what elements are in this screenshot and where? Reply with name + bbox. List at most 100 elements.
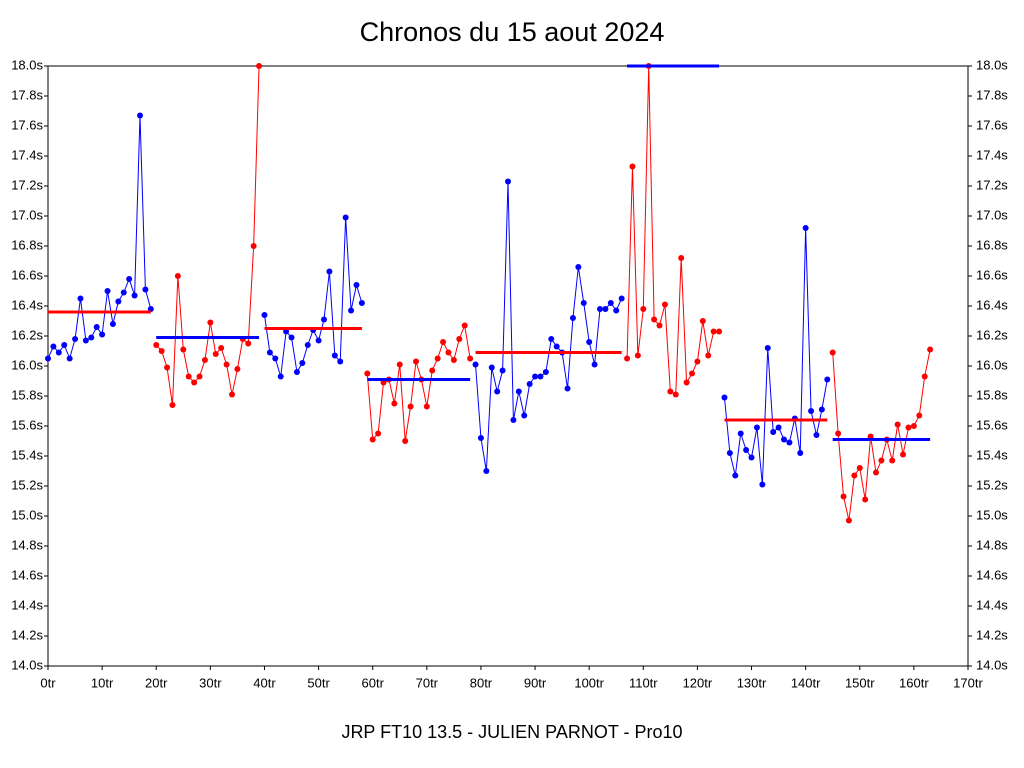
y2-tick-label: 16.6s xyxy=(976,267,1008,282)
lap-line xyxy=(155,65,260,406)
x-tick-label: 150tr xyxy=(845,675,875,690)
lap-point xyxy=(256,63,263,69)
lap-point xyxy=(505,178,511,185)
x-tick-label: 30tr xyxy=(199,675,222,690)
lap-point xyxy=(856,465,863,471)
lap-point xyxy=(656,322,663,329)
x-tick-label: 160tr xyxy=(899,675,929,690)
lap-point xyxy=(753,424,760,431)
lap-point xyxy=(191,379,198,386)
lap-point xyxy=(586,339,593,345)
y-tick-label: 14.6s xyxy=(11,567,43,582)
lap-point xyxy=(759,481,766,488)
chart-title: Chronos du 15 aout 2024 xyxy=(360,17,665,47)
lap-point xyxy=(797,450,804,456)
lap-point xyxy=(467,355,474,362)
lap-point xyxy=(109,321,116,327)
x-tick-label: 100tr xyxy=(574,675,604,690)
lap-point xyxy=(277,373,284,380)
y2-tick-label: 14.8s xyxy=(976,537,1008,552)
lap-point xyxy=(207,319,214,326)
lap-point xyxy=(369,436,376,443)
lap-point xyxy=(737,430,744,437)
y-tick-label: 17.8s xyxy=(11,87,43,102)
lap-point xyxy=(678,255,685,261)
lap-point xyxy=(77,295,84,302)
y-tick-label: 14.4s xyxy=(11,597,43,612)
x-tick-label: 90tr xyxy=(524,675,547,690)
lap-point xyxy=(613,307,620,314)
lap-point xyxy=(245,340,252,347)
lap-point xyxy=(261,312,268,318)
lap-point xyxy=(66,355,73,362)
lap-point xyxy=(402,438,409,444)
x-tick-label: 0tr xyxy=(40,675,56,690)
lap-point xyxy=(716,328,723,335)
y-tick-label: 15.8s xyxy=(11,387,43,402)
lap-point xyxy=(196,373,203,380)
lap-point xyxy=(699,318,706,324)
lap-point xyxy=(212,351,219,357)
y-tick-label: 17.6s xyxy=(11,117,43,132)
lap-point xyxy=(180,346,187,353)
lap-point xyxy=(158,348,165,354)
lap-point xyxy=(326,268,333,275)
y2-tick-label: 18.0s xyxy=(976,57,1008,72)
lap-point xyxy=(201,357,208,363)
lap-point xyxy=(548,336,555,342)
lap-point xyxy=(391,400,398,407)
lap-point xyxy=(331,352,338,359)
lap-point xyxy=(321,316,327,323)
lap-point xyxy=(55,349,62,356)
y2-tick-label: 15.4s xyxy=(976,447,1008,462)
lap-line xyxy=(475,181,623,472)
chart-footer: JRP FT10 13.5 - JULIEN PARNOT - Pro10 xyxy=(341,722,682,742)
lap-point xyxy=(651,316,658,323)
lap-point xyxy=(634,352,641,359)
lap-point xyxy=(532,373,539,380)
lap-point xyxy=(916,412,923,419)
lap-point xyxy=(315,337,322,344)
lap-point xyxy=(164,364,171,371)
y2-tick-label: 15.0s xyxy=(976,507,1008,522)
lap-point xyxy=(288,334,295,341)
y2-tick-label: 17.4s xyxy=(976,147,1008,162)
x-tick-label: 140tr xyxy=(791,675,821,690)
lap-point xyxy=(50,343,57,350)
lap-point xyxy=(689,370,695,377)
lap-point xyxy=(829,349,836,356)
lap-point xyxy=(461,322,468,329)
lap-point xyxy=(61,342,68,348)
lap-point xyxy=(250,243,257,249)
lap-point xyxy=(748,454,755,461)
lap-point xyxy=(889,457,896,464)
lap-point xyxy=(775,424,782,431)
y-tick-label: 16.4s xyxy=(11,297,43,312)
lap-point xyxy=(591,361,598,368)
lap-point xyxy=(223,361,230,368)
lap-point xyxy=(93,324,100,330)
y2-tick-label: 16.4s xyxy=(976,297,1008,312)
lap-point xyxy=(82,337,89,344)
y2-tick-label: 15.2s xyxy=(976,477,1008,492)
lap-point xyxy=(104,288,111,294)
y-tick-label: 16.0s xyxy=(11,357,43,372)
lap-point xyxy=(764,345,771,351)
x-tick-label: 60tr xyxy=(362,675,385,690)
y-tick-label: 16.2s xyxy=(11,327,43,342)
lap-point xyxy=(337,358,344,365)
lap-point xyxy=(358,300,365,306)
y-tick-label: 14.0s xyxy=(11,657,43,672)
lap-point xyxy=(862,496,869,503)
lap-point xyxy=(878,457,885,464)
lap-point xyxy=(142,286,149,293)
lap-point xyxy=(840,493,847,500)
lap-point xyxy=(88,334,95,341)
lap-point xyxy=(266,349,273,356)
lap-point xyxy=(569,315,576,321)
lap-point xyxy=(818,406,825,413)
lap-point xyxy=(910,423,917,429)
lap-point xyxy=(137,112,143,119)
y-tick-label: 14.8s xyxy=(11,537,43,552)
